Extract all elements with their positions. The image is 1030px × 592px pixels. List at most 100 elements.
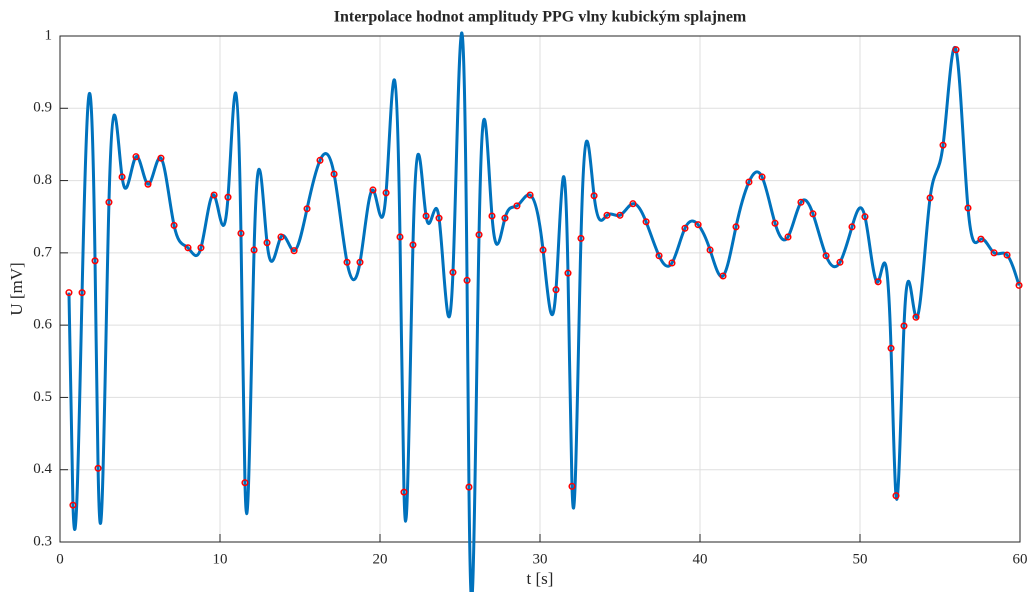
sample-marker	[784, 233, 792, 241]
sample-marker	[382, 189, 390, 197]
sample-marker	[732, 223, 740, 231]
sample-marker	[303, 205, 311, 213]
sample-marker	[926, 194, 934, 202]
sample-marker	[501, 214, 509, 222]
sample-marker	[475, 231, 483, 239]
y-tick-label: 1	[45, 27, 53, 43]
sample-marker	[409, 241, 417, 249]
sample-marker	[170, 221, 178, 229]
sample-marker	[706, 246, 714, 254]
sample-marker	[343, 258, 351, 266]
x-tick-label: 20	[373, 551, 388, 567]
sample-marker	[237, 229, 245, 237]
sample-marker	[513, 202, 521, 210]
sample-marker	[892, 492, 900, 500]
sample-marker	[616, 211, 624, 219]
sample-marker	[449, 268, 457, 276]
x-tick-label: 30	[533, 551, 548, 567]
y-tick-label: 0.9	[33, 100, 52, 116]
sample-marker	[526, 191, 534, 199]
sample-marker	[435, 214, 443, 222]
y-tick-label: 0.5	[33, 389, 52, 405]
sample-marker	[539, 246, 547, 254]
sample-marker	[848, 223, 856, 231]
sample-marker	[250, 246, 258, 254]
sample-marker	[1015, 281, 1023, 289]
sample-marker	[422, 212, 430, 220]
x-tick-label: 0	[56, 551, 64, 567]
sample-marker	[990, 249, 998, 257]
sample-marker	[105, 198, 113, 206]
sample-marker	[681, 224, 689, 232]
x-tick-label: 60	[1013, 551, 1028, 567]
y-tick-label: 0.4	[33, 461, 52, 477]
sample-marker	[184, 244, 192, 252]
sample-marker	[771, 219, 779, 227]
sample-marker	[396, 233, 404, 241]
y-tick-label: 0.8	[33, 172, 52, 188]
sample-marker	[694, 221, 702, 229]
sample-marker	[964, 204, 972, 212]
sample-marker	[809, 210, 817, 218]
sample-marker	[356, 258, 364, 266]
y-tick-label: 0.3	[33, 533, 52, 549]
sample-marker	[263, 239, 271, 247]
sample-marker	[400, 488, 408, 496]
sample-marker	[874, 278, 882, 286]
sample-marker	[668, 259, 676, 267]
sample-marker	[132, 153, 140, 161]
sample-marker	[590, 192, 598, 200]
sample-marker	[939, 141, 947, 149]
sample-marker	[900, 322, 908, 330]
sample-marker	[197, 244, 205, 252]
sample-marker	[719, 272, 727, 280]
sample-marker	[887, 344, 895, 352]
sample-marker	[603, 211, 611, 219]
sample-marker	[465, 483, 473, 491]
sample-marker	[1003, 251, 1011, 259]
sample-marker	[577, 234, 585, 242]
sample-marker	[65, 289, 73, 297]
x-tick-label: 10	[213, 551, 228, 567]
sample-marker	[977, 235, 985, 243]
sample-marker	[118, 173, 126, 181]
sample-marker	[564, 269, 572, 277]
x-tick-label: 50	[853, 551, 868, 567]
sample-marker	[69, 501, 77, 509]
sample-marker	[912, 313, 920, 321]
sample-marker	[655, 252, 663, 260]
sample-marker	[277, 233, 285, 241]
y-tick-label: 0.7	[33, 244, 52, 260]
sample-marker	[488, 212, 496, 220]
sample-marker	[224, 193, 232, 201]
sample-marker	[144, 180, 152, 188]
sample-marker	[210, 191, 218, 199]
x-axis-label: t [s]	[527, 569, 554, 588]
axes-box	[59, 35, 1021, 543]
sample-marker	[952, 46, 960, 54]
sample-marker	[836, 258, 844, 266]
sample-marker	[861, 213, 869, 221]
sample-marker	[91, 257, 99, 265]
sample-marker	[642, 218, 650, 226]
sample-marker	[94, 464, 102, 472]
sample-marker	[568, 482, 576, 490]
sample-marker	[822, 252, 830, 260]
sample-marker	[797, 198, 805, 206]
sample-marker	[758, 173, 766, 181]
sample-marker	[330, 170, 338, 178]
sample-marker	[463, 276, 471, 284]
sample-marker	[745, 178, 753, 186]
sample-marker	[241, 479, 249, 487]
chart-title: Interpolace hodnot amplitudy PPG vlny ku…	[334, 9, 747, 26]
sample-marker	[290, 247, 298, 255]
sample-marker	[157, 154, 165, 162]
sample-marker	[78, 289, 86, 297]
spline-line	[67, 31, 1021, 592]
y-axis-label: U [mV]	[7, 262, 26, 315]
sample-marker	[552, 286, 560, 294]
sample-marker	[316, 156, 324, 164]
x-tick-label: 40	[693, 551, 708, 567]
sample-marker	[369, 186, 377, 194]
sample-marker	[629, 200, 637, 208]
